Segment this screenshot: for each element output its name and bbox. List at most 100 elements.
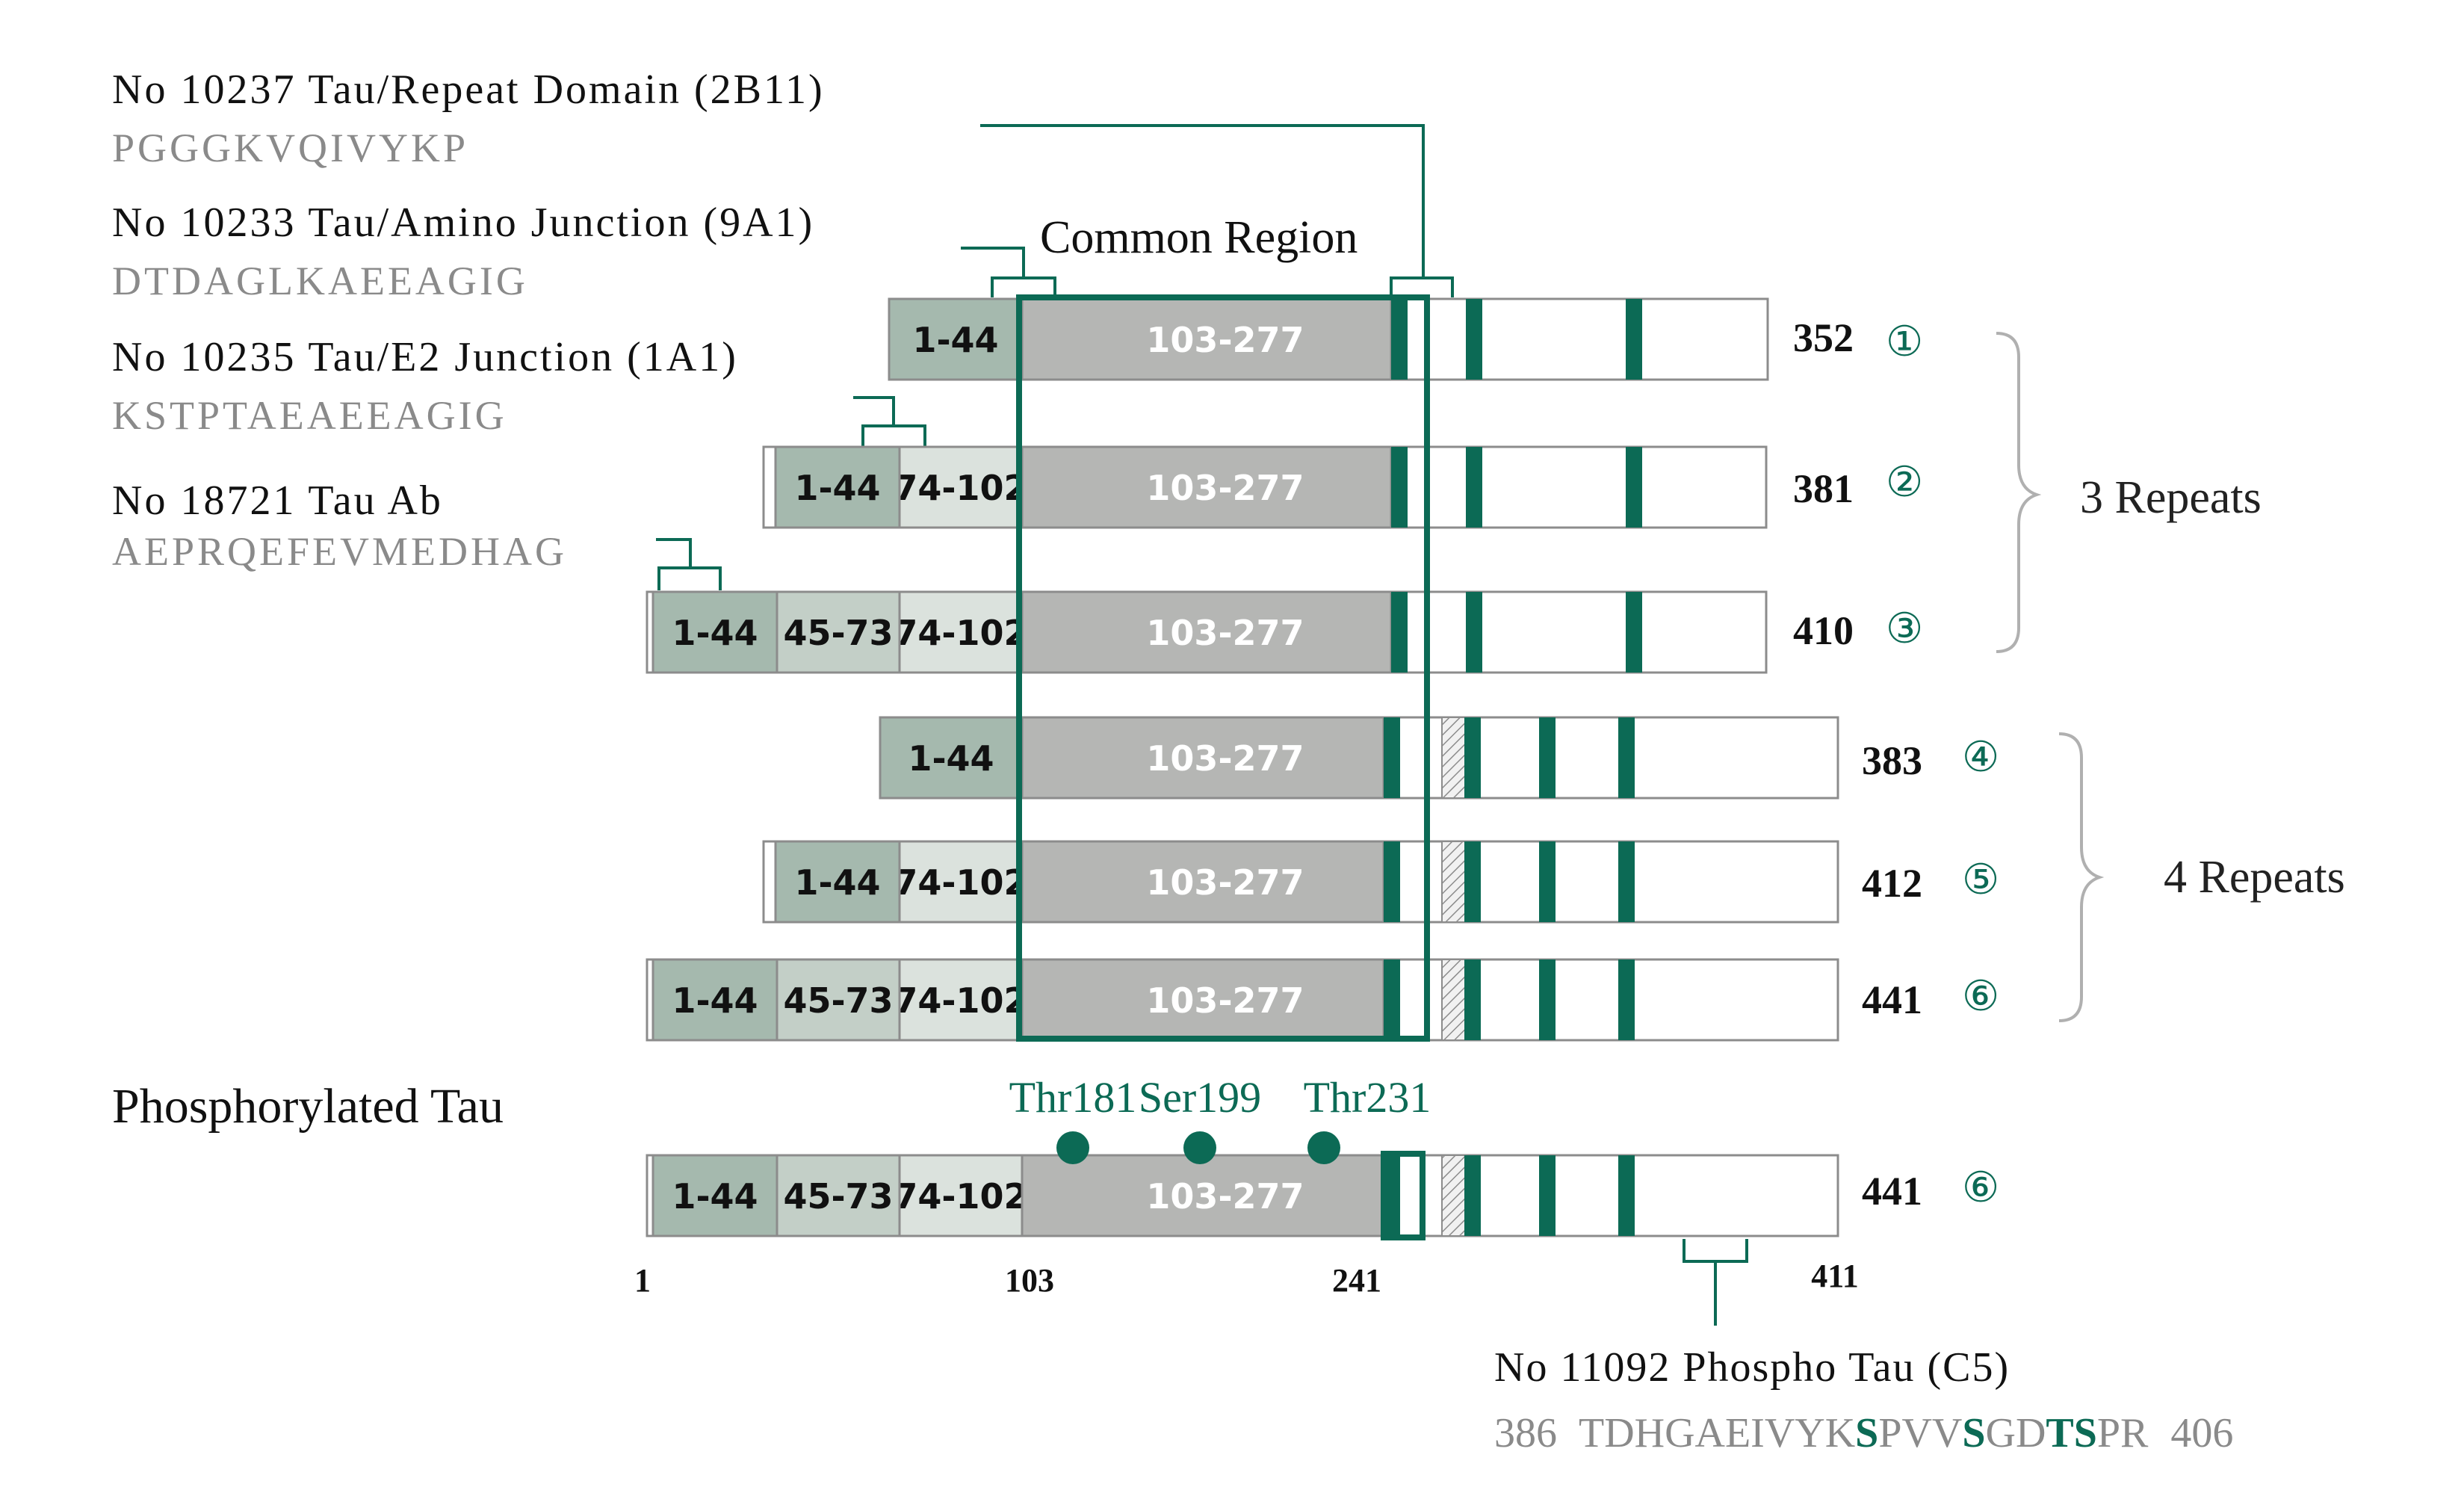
isoform-5-length: 412 (1862, 861, 1922, 906)
site-label-thr181: Thr181 (1009, 1073, 1137, 1122)
antibody-title-18721: No 18721 Tau Ab (112, 477, 443, 524)
row-5-repeat-band-1 (1384, 841, 1400, 922)
row-2-repeat-band-2 (1466, 447, 1482, 528)
site-dot-thr181 (1056, 1131, 1089, 1164)
row-2-segment-e3 (898, 445, 1024, 529)
row-4-core-label: 103-277 (1146, 738, 1304, 779)
site-dot-ser199 (1183, 1131, 1216, 1164)
c5-antibody-title: No 11092 Phospho Tau (C5) (1494, 1344, 2010, 1391)
isoform-3-length: 410 (1793, 608, 1854, 653)
connector-9a1 (961, 247, 1025, 278)
common-region-label: Common Region (1040, 212, 1358, 263)
phospho-isoform-length: 441 (1862, 1169, 1922, 1214)
row-7-repeat-band-2 (1464, 1155, 1481, 1236)
row-2-repeat-band-1 (1391, 447, 1408, 528)
bracket-18721 (657, 566, 722, 590)
row-6-segment-n1-label: 1-44 (672, 980, 758, 1021)
row-1-repeat-band-2 (1466, 299, 1482, 380)
antibody-seq-9a1: DTDAGLKAEEAGIG (112, 259, 528, 303)
row-1-repeat-band-1 (1391, 299, 1408, 380)
row-5-segment-e3-label: 74-102 (894, 862, 1027, 903)
phospho-site-dots (1056, 1131, 1340, 1164)
row-3-repeat-band-3 (1626, 592, 1642, 673)
epitope-connectors (656, 124, 1454, 590)
isoform-1-length: 352 (1793, 315, 1854, 360)
phospho-isoform-marker: ⑥ (1962, 1165, 1999, 1211)
row-4-core (1021, 716, 1385, 800)
isoform-bars: 1-44 103-277 74-102 1-44 103-277 74-102 45-73 1… (646, 297, 1839, 1240)
isoform-4-length: 383 (1862, 738, 1922, 783)
row-7-core-label: 103-277 (1146, 1176, 1304, 1217)
connector-1a1 (853, 396, 895, 426)
row-7-repeat-band-4 (1618, 1155, 1635, 1236)
antibody-seq-1a1: KSTPTAEAEEAGIG (112, 393, 507, 438)
group-braces (1996, 332, 2105, 1022)
group-label-4-repeats: 4 Repeats (2164, 852, 2345, 903)
row-6-segment-e3-label: 74-102 (894, 980, 1027, 1021)
row-6-core-label: 103-277 (1146, 980, 1304, 1021)
row-1-repeat-band-3 (1626, 299, 1642, 380)
phospho-title: Phosphorylated Tau (112, 1079, 504, 1134)
connector-c5 (1683, 1239, 1748, 1326)
row-5-core-label: 103-277 (1146, 862, 1304, 903)
row-1-segment-n1 (888, 297, 1024, 381)
row-2-segment-e3-label: 74-102 (894, 468, 1027, 508)
isoform-2-length: 381 (1793, 466, 1854, 511)
row-3-segment-e2-label: 45-73 (783, 613, 893, 653)
isoform-1-marker: ① (1886, 319, 1923, 365)
common-region-frame (1016, 294, 1430, 1042)
row-3-segment-n1 (651, 590, 778, 674)
isoform-labels: 352 ① 381 ② 410 ③ 383 ④ 412 ⑤ 441 ⑥ (1793, 315, 1999, 1022)
group-label-3-repeats: 3 Repeats (2080, 472, 2262, 523)
antibody-labels: No 10237 Tau/Repeat Domain (2B11) PGGGKV… (112, 67, 823, 574)
c5-seq-p0: TDHGAEIVYK (1579, 1410, 1855, 1456)
row-5-repeat-band-3 (1539, 841, 1556, 922)
antibody-title-9a1: No 10233 Tau/Amino Junction (9A1) (112, 200, 814, 246)
row-3-core-label: 103-277 (1146, 613, 1304, 653)
row-6-repeat-band-4 (1618, 959, 1635, 1040)
bracket-1a1 (861, 424, 926, 447)
row-5-segment-n1 (774, 840, 901, 924)
row-4-segment-n1-label: 1-44 (908, 738, 994, 779)
row-2-core-label: 103-277 (1146, 468, 1304, 508)
row-7-segment-e3 (898, 1154, 1024, 1237)
c5-seq-start: 386 (1494, 1410, 1557, 1456)
row-4-repeat-band-1 (1384, 717, 1400, 798)
isoform-4-marker: ④ (1962, 735, 1999, 781)
c5-seq-p1: S (1855, 1410, 1878, 1456)
row-7-repeat-band-1 (1384, 1155, 1400, 1236)
row-7-segment-e2-label: 45-73 (783, 1176, 893, 1217)
row-4-repeat-band-3 (1539, 717, 1556, 798)
row-7-segment-n1-label: 1-44 (672, 1176, 758, 1217)
row-3-repeat-band-2 (1466, 592, 1482, 673)
row-5-repeat-band-2 (1464, 841, 1481, 922)
c5-seq-p6: PR (2097, 1410, 2149, 1456)
isoform-6-marker: ⑥ (1962, 974, 1999, 1020)
position-1: 1 (634, 1262, 651, 1299)
row-4-repeat-band-4 (1618, 717, 1635, 798)
row-2-segment-n1 (774, 445, 901, 529)
bracket-9a1 (991, 276, 1056, 297)
brace-4-repeats (2058, 732, 2105, 1022)
c5-seq-p3: S (1962, 1410, 1985, 1456)
isoform-3-marker: ③ (1886, 606, 1923, 652)
row-3-repeat-band-1 (1391, 592, 1408, 673)
antibody-seq-18721: AEPRQEFEVMEDHAG (112, 529, 567, 574)
row-6-core (1021, 958, 1385, 1042)
c5-sequence: 386 TDHGAEIVYKSPVVSGDTSPR 406 (1494, 1410, 2233, 1456)
connector-18721 (656, 538, 692, 568)
row-2-repeat-band-3 (1626, 447, 1642, 528)
isoform-6-length: 441 (1862, 977, 1922, 1022)
antibody-seq-2b11: PGGGKVQIVYKP (112, 126, 468, 170)
phospho-site-labels: Thr181 Ser199 Thr231 (1009, 1073, 1431, 1122)
row-3-segment-e2 (776, 590, 901, 674)
row-2-segment-n1-label: 1-44 (794, 468, 880, 508)
brace-3-repeats (1996, 332, 2042, 653)
row-3-segment-n1-label: 1-44 (672, 613, 758, 653)
row-4-repeat-band-2 (1464, 717, 1481, 798)
connector-2b11 (980, 124, 1425, 278)
row-6-repeat-band-3 (1539, 959, 1556, 1040)
row-1-core-label: 103-277 (1146, 320, 1304, 360)
site-label-thr231: Thr231 (1304, 1073, 1431, 1122)
